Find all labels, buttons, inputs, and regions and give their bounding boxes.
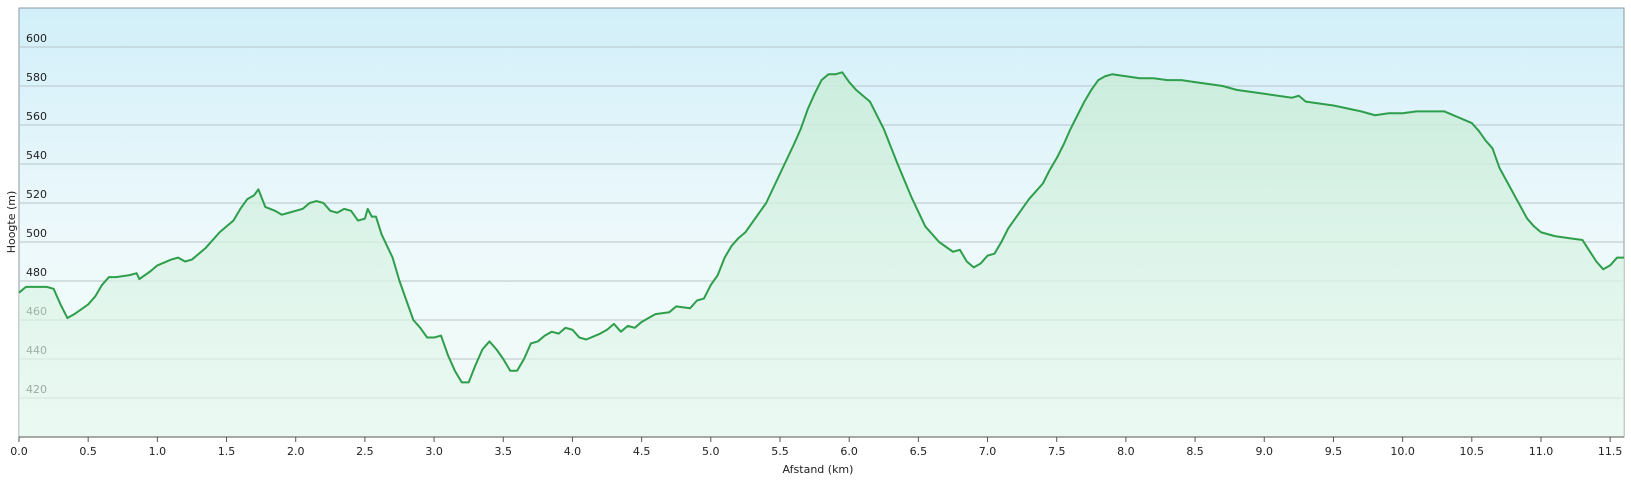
y-tick-label: 480: [26, 266, 47, 279]
x-tick-label: 5.0: [702, 445, 720, 458]
x-tick-label: 11.5: [1598, 445, 1623, 458]
y-axis-label: Hoogte (m): [5, 191, 18, 254]
x-tick-label: 1.5: [218, 445, 236, 458]
x-tick-label: 6.5: [910, 445, 928, 458]
y-tick-label: 520: [26, 188, 47, 201]
x-tick-label: 7.5: [1048, 445, 1066, 458]
x-tick-label: 5.5: [771, 445, 789, 458]
y-tick-label: 540: [26, 149, 47, 162]
elevation-area: [19, 72, 1624, 437]
y-tick-label: 500: [26, 227, 47, 240]
x-tick-label: 0.0: [10, 445, 28, 458]
x-tick-label: 8.0: [1117, 445, 1135, 458]
x-tick-label: 0.5: [79, 445, 97, 458]
x-axis-label: Afstand (km): [783, 463, 854, 476]
x-tick-label: 4.0: [564, 445, 582, 458]
x-tick-label: 3.5: [495, 445, 513, 458]
x-tick-label: 2.5: [356, 445, 374, 458]
elevation-line: [18, 71, 1624, 384]
x-tick-label: 10.0: [1390, 445, 1415, 458]
x-tick-label: 11.0: [1529, 445, 1554, 458]
x-tick-label: 8.5: [1186, 445, 1204, 458]
y-tick-label: 560: [26, 110, 47, 123]
x-tick-label: 7.0: [979, 445, 997, 458]
x-tick-label: 2.0: [287, 445, 305, 458]
x-tick-label: 3.0: [425, 445, 443, 458]
y-tick-label: 600: [26, 32, 47, 45]
y-tick-label: 580: [26, 71, 47, 84]
x-tick-label: 1.0: [149, 445, 167, 458]
x-tick-label: 9.5: [1325, 445, 1343, 458]
x-tick-label: 6.0: [840, 445, 858, 458]
x-tick-label: 10.5: [1460, 445, 1485, 458]
x-tick-label: 4.5: [633, 445, 651, 458]
x-tick-label: 9.0: [1256, 445, 1274, 458]
